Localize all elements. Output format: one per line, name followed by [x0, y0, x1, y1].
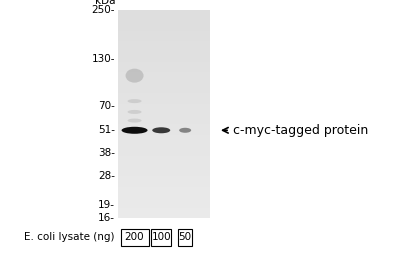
Text: 51-: 51-	[98, 125, 115, 135]
Bar	[118, 31, 210, 41]
Text: c-myc-tagged protein: c-myc-tagged protein	[233, 124, 368, 137]
Bar	[151, 229, 171, 246]
Bar	[118, 72, 210, 83]
Bar	[118, 135, 210, 145]
Text: 70-: 70-	[98, 101, 115, 111]
Bar	[118, 104, 210, 114]
Bar	[118, 93, 210, 104]
Bar	[178, 229, 192, 246]
Bar	[118, 145, 210, 156]
Ellipse shape	[128, 119, 142, 123]
Text: kDa: kDa	[94, 0, 115, 6]
Bar	[118, 83, 210, 93]
Text: 250-: 250-	[92, 5, 115, 15]
Text: 16-: 16-	[98, 213, 115, 223]
Ellipse shape	[128, 110, 142, 114]
Bar	[118, 62, 210, 72]
Text: 50: 50	[178, 232, 192, 242]
Text: E. coli lysate (ng): E. coli lysate (ng)	[24, 232, 115, 242]
Ellipse shape	[122, 127, 148, 134]
Ellipse shape	[152, 127, 170, 133]
Text: 28-: 28-	[98, 171, 115, 181]
Bar	[118, 197, 210, 208]
Bar	[118, 10, 210, 20]
Ellipse shape	[179, 128, 191, 133]
Bar	[118, 52, 210, 62]
Bar	[118, 156, 210, 166]
Bar	[118, 208, 210, 218]
Bar	[118, 20, 210, 31]
Text: 38-: 38-	[98, 148, 115, 158]
Bar	[118, 124, 210, 135]
Text: 130-: 130-	[92, 54, 115, 64]
Bar	[118, 187, 210, 197]
Text: 200: 200	[125, 232, 144, 242]
Text: 100: 100	[152, 232, 171, 242]
Bar	[118, 10, 210, 218]
Bar	[118, 166, 210, 176]
Bar	[120, 229, 148, 246]
Text: 19-: 19-	[98, 200, 115, 210]
Ellipse shape	[128, 99, 142, 103]
Bar	[118, 114, 210, 124]
Ellipse shape	[126, 69, 144, 83]
Bar	[118, 176, 210, 187]
Bar	[118, 41, 210, 52]
